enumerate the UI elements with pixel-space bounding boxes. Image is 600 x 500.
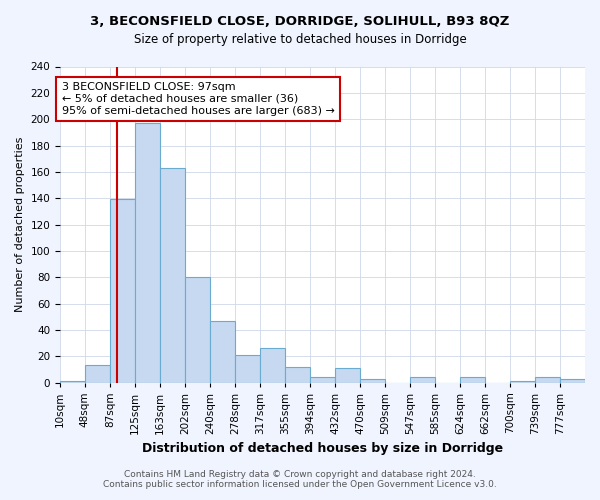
Text: Contains HM Land Registry data © Crown copyright and database right 2024.
Contai: Contains HM Land Registry data © Crown c… — [103, 470, 497, 489]
Bar — [260, 348, 285, 382]
Bar — [135, 123, 160, 382]
Y-axis label: Number of detached properties: Number of detached properties — [15, 137, 25, 312]
Bar — [210, 320, 235, 382]
X-axis label: Distribution of detached houses by size in Dorridge: Distribution of detached houses by size … — [142, 442, 503, 455]
Bar — [560, 378, 585, 382]
Bar — [60, 381, 85, 382]
Bar — [335, 368, 360, 382]
Bar — [360, 378, 385, 382]
Bar — [460, 377, 485, 382]
Text: Size of property relative to detached houses in Dorridge: Size of property relative to detached ho… — [134, 32, 466, 46]
Bar — [310, 377, 335, 382]
Bar — [510, 381, 535, 382]
Bar — [185, 277, 210, 382]
Bar — [535, 377, 560, 382]
Bar — [85, 366, 110, 382]
Text: 3 BECONSFIELD CLOSE: 97sqm
← 5% of detached houses are smaller (36)
95% of semi-: 3 BECONSFIELD CLOSE: 97sqm ← 5% of detac… — [62, 82, 335, 116]
Bar — [110, 200, 135, 382]
Bar — [160, 168, 185, 382]
Bar — [285, 366, 310, 382]
Bar — [410, 377, 435, 382]
Text: 3, BECONSFIELD CLOSE, DORRIDGE, SOLIHULL, B93 8QZ: 3, BECONSFIELD CLOSE, DORRIDGE, SOLIHULL… — [91, 15, 509, 28]
Bar — [235, 355, 260, 382]
